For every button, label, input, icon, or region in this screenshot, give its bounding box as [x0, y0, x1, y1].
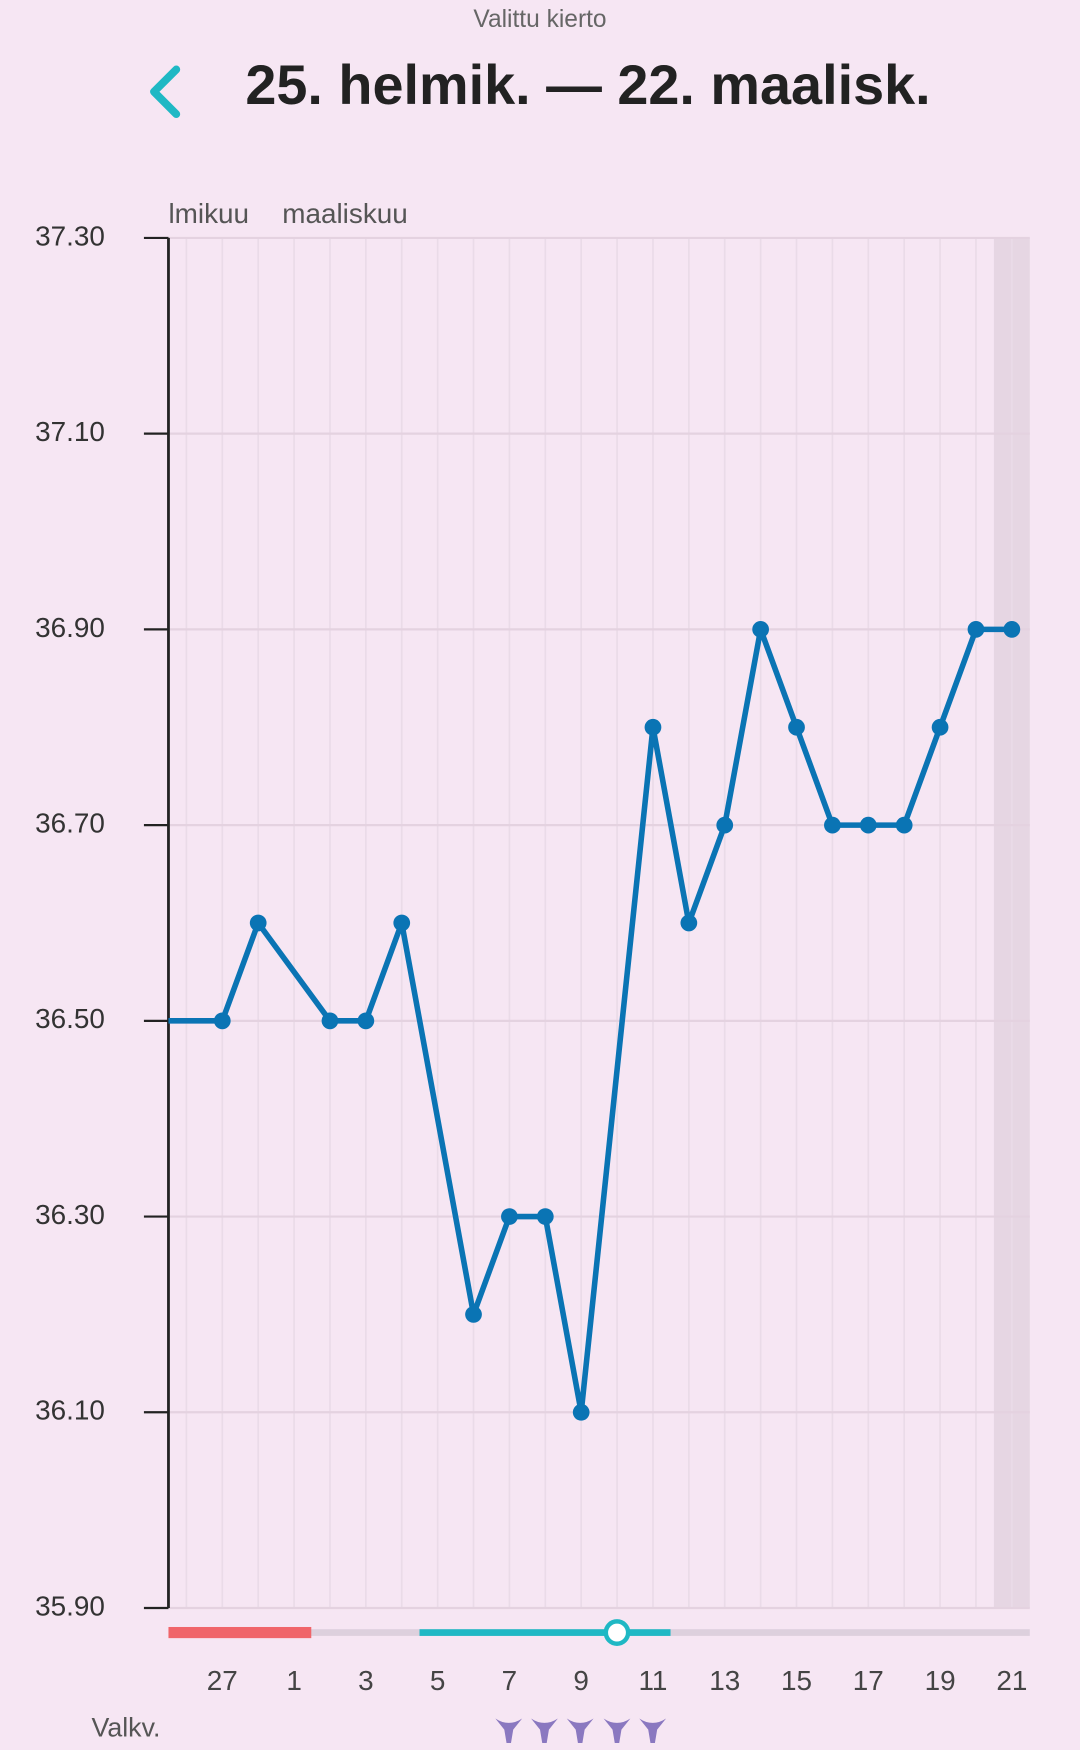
x-tick-label: 11 [638, 1665, 667, 1696]
x-tick-label: 19 [925, 1665, 956, 1696]
temperature-point [321, 1012, 339, 1030]
x-tick-label: 21 [996, 1665, 1027, 1696]
x-tick-label: 3 [358, 1665, 374, 1696]
fertile-window [419, 1629, 671, 1636]
y-tick-label: 35.90 [35, 1590, 105, 1621]
temperature-point [931, 718, 949, 736]
series [168, 621, 1021, 1421]
x-tick-label: 15 [781, 1665, 812, 1696]
temperature-point [501, 1208, 518, 1225]
x-tick-label: 1 [286, 1665, 302, 1696]
y-tick-label: 37.30 [35, 220, 105, 251]
x-tick-label: 13 [709, 1665, 740, 1696]
temperature-point [536, 1208, 554, 1225]
subtitle: Valittu kierto [473, 6, 606, 33]
x-tick-label: 9 [573, 1665, 589, 1696]
temperature-point [824, 816, 841, 834]
x-tick-label: 5 [430, 1665, 446, 1696]
month-label: lmikuu [168, 198, 249, 229]
temperature-point [859, 816, 877, 834]
y-tick-label: 36.30 [35, 1199, 105, 1230]
title: 25. helmik. — 22. maalisk. [245, 53, 931, 117]
temperature-point [895, 816, 913, 834]
y-tick-label: 36.70 [35, 807, 105, 838]
x-tick-label: 17 [853, 1665, 884, 1696]
temperature-point [357, 1012, 375, 1030]
back-button[interactable] [150, 65, 181, 118]
temperature-point [716, 816, 734, 834]
x-tick-label: 27 [207, 1665, 238, 1696]
row-label: Valkv. [91, 1713, 160, 1743]
y-tick-label: 36.90 [35, 612, 105, 643]
temperature-point [752, 621, 769, 638]
temperature-point [213, 1012, 231, 1030]
y-tick-label: 37.10 [35, 416, 105, 447]
temperature-point [465, 1306, 482, 1323]
ovulation-marker [603, 1619, 631, 1646]
temperature-point [680, 914, 698, 932]
temperature-point [393, 914, 411, 932]
temperature-point [788, 718, 805, 736]
temperature-point [572, 1403, 590, 1421]
temperature-point [644, 718, 662, 736]
month-label: maaliskuu [282, 198, 407, 229]
y-tick-label: 36.10 [35, 1395, 105, 1426]
y-tick-label: 36.50 [35, 1003, 105, 1034]
temperature-point [1003, 621, 1021, 638]
discharge-icons [495, 1718, 667, 1744]
x-tick-label: 7 [502, 1665, 518, 1696]
temperature-point [249, 914, 267, 932]
temperature-point [967, 621, 985, 638]
period-bar [168, 1626, 312, 1639]
